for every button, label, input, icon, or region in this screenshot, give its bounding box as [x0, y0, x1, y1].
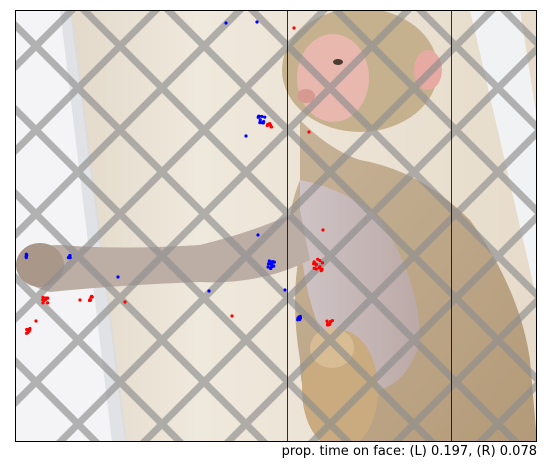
right-gaze-point-60: [260, 114, 264, 119]
left-gaze-point-50: [326, 322, 330, 326]
right-gaze-point-95: [116, 275, 120, 279]
right-gaze-point-99: [283, 288, 287, 292]
right-gaze-point-55: [258, 121, 262, 125]
left-gaze-point-101: [34, 319, 38, 323]
left-gaze-point-42: [311, 262, 316, 266]
right-gaze-point-81: [66, 255, 71, 260]
right-gaze-point-73: [268, 262, 272, 266]
left-gaze-point-7: [27, 327, 31, 332]
left-gaze-point-45: [325, 319, 329, 323]
left-gaze-point-97: [78, 298, 82, 302]
right-gaze-point-93: [256, 233, 260, 237]
left-gaze-point-40: [316, 257, 320, 261]
right-gaze-point-77: [24, 254, 28, 259]
left-gaze-point-15: [44, 297, 48, 301]
left-gaze-point-30: [320, 261, 325, 265]
photo: [15, 10, 537, 442]
right-gaze-point-85: [298, 314, 302, 319]
right-gaze-point-89: [255, 20, 259, 24]
left-gaze-point-36: [312, 266, 316, 270]
left-gaze-point-23: [90, 294, 94, 299]
left-gaze-point-100: [230, 314, 234, 318]
right-gaze-point-91: [244, 134, 248, 138]
left-gaze-point-22: [88, 298, 93, 302]
right-gaze-point-88: [224, 21, 228, 25]
face-proportion-caption: prop. time on face: (L) 0.197, (R) 0.078: [281, 444, 537, 459]
right-gaze-point-58: [260, 121, 264, 125]
right-gaze-point-57: [257, 114, 261, 118]
right-gaze-point-59: [263, 115, 267, 119]
left-gaze-point-94: [321, 228, 325, 232]
left-gaze-point-16: [41, 301, 45, 305]
right-gaze-point-69: [266, 265, 270, 269]
right-gaze-point-98: [207, 289, 211, 293]
left-gaze-point-43: [317, 266, 321, 270]
left-gaze-point-51: [330, 318, 334, 323]
left-gaze-point-10: [41, 295, 45, 299]
photo-frame: [15, 10, 537, 442]
left-gaze-point-92: [307, 130, 311, 134]
left-gaze-point-90: [292, 26, 296, 30]
left-gaze-point-11: [46, 301, 50, 305]
left-gaze-point-5: [26, 331, 30, 335]
right-gaze-point-71: [269, 266, 273, 271]
right-gaze-point-87: [298, 317, 302, 322]
right-gaze-point-72: [272, 264, 276, 268]
left-gaze-point-96: [123, 300, 127, 304]
left-gaze-point-28: [265, 123, 269, 128]
left-gaze-point-29: [269, 125, 273, 129]
left-gaze-point-27: [268, 121, 272, 126]
left-gaze-point-38: [320, 267, 324, 271]
gaze-points: [24, 20, 334, 335]
right-gaze-point-61: [258, 118, 262, 122]
